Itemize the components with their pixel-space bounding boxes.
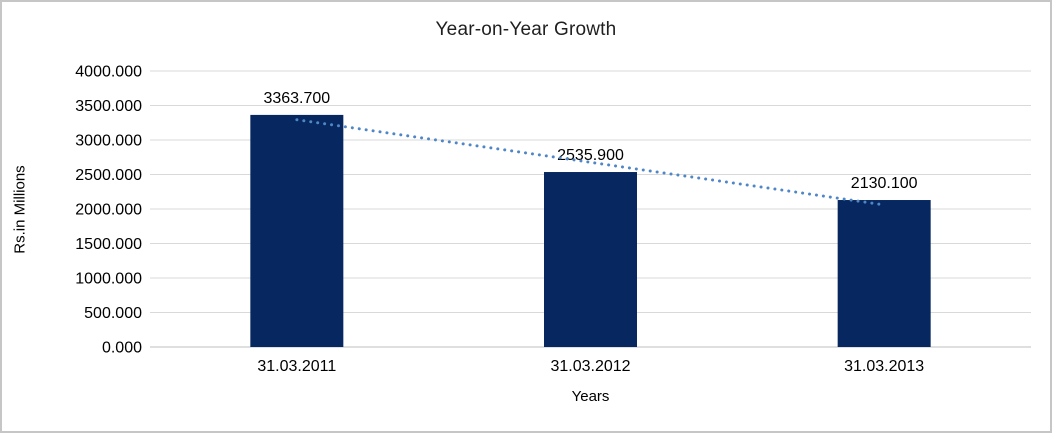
bar (837, 200, 931, 347)
bar-data-label: 2130.100 (851, 175, 918, 192)
x-tick-label: 31.03.2011 (257, 358, 336, 375)
y-tick-label: 3500.000 (75, 98, 142, 115)
chart-title: Year-on-Year Growth (435, 19, 617, 40)
y-tick-label: 2000.000 (75, 202, 142, 219)
y-tick-label: 4000.000 (75, 64, 142, 81)
y-tick-label: 1000.000 (75, 271, 142, 288)
x-axis-title: Years (571, 388, 610, 405)
x-tick-label: 31.03.2012 (550, 358, 630, 375)
x-tick-label: 31.03.2013 (844, 358, 924, 375)
y-tick-label: 3000.000 (75, 133, 142, 150)
y-tick-label: 2500.000 (75, 167, 142, 184)
bar (250, 114, 344, 348)
bar (544, 172, 637, 347)
y-tick-label: 1500.000 (75, 236, 142, 253)
y-tick-label: 0.000 (102, 340, 142, 357)
trendline (295, 118, 886, 207)
bar-data-label: 3363.700 (263, 90, 330, 107)
bar-data-label: 2535.900 (557, 147, 624, 164)
y-tick-label: 500.000 (84, 305, 142, 322)
